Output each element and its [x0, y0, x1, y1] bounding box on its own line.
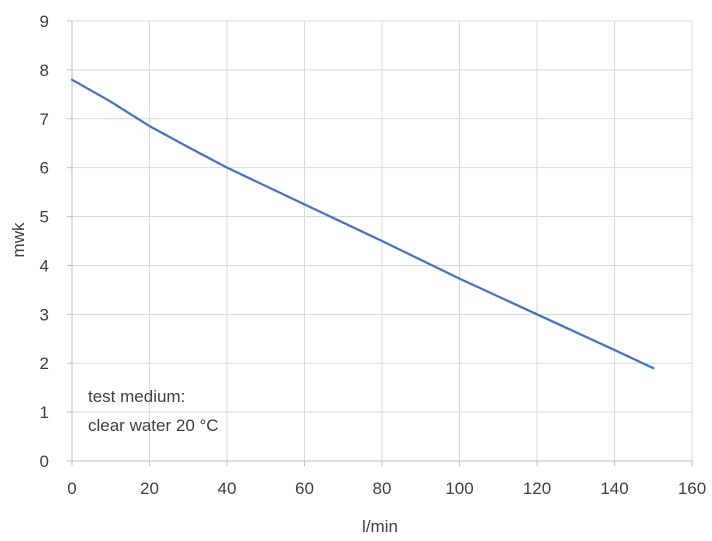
series-line-0 [70, 78, 655, 370]
y-tick-label-6: 6 [40, 159, 49, 178]
x-tick-label-0: 0 [67, 479, 76, 498]
x-tick-label-120: 120 [523, 479, 551, 498]
annotation-line-1: test medium: [88, 387, 185, 406]
axes [67, 20, 693, 466]
y-tick-label-7: 7 [40, 110, 49, 129]
x-tick-label-100: 100 [445, 479, 473, 498]
y-tick-label-8: 8 [40, 61, 49, 80]
y-tick-label-9: 9 [40, 12, 49, 31]
y-tick-label-1: 1 [40, 403, 49, 422]
x-tick-label-80: 80 [373, 479, 392, 498]
y-tick-label-2: 2 [40, 354, 49, 373]
y-tick-label-3: 3 [40, 305, 49, 324]
x-tick-label-40: 40 [218, 479, 237, 498]
tick-labels: 0 20 40 60 80 100 120 140 160 0 1 2 3 4 5 6 7 8 9 [40, 12, 707, 498]
y-tick-label-4: 4 [40, 256, 49, 275]
x-tick-label-140: 140 [600, 479, 628, 498]
annotation-line-2: clear water 20 °C [88, 416, 219, 435]
x-tick-label-20: 20 [140, 479, 159, 498]
series-layer [70, 78, 655, 370]
x-tick-label-60: 60 [295, 479, 314, 498]
y-tick-label-5: 5 [40, 208, 49, 227]
x-tick-label-160: 160 [678, 479, 706, 498]
grid [72, 20, 693, 461]
x-axis-label: l/min [362, 517, 398, 536]
y-tick-label-0: 0 [40, 452, 49, 471]
y-axis-label: mwk [9, 222, 28, 257]
